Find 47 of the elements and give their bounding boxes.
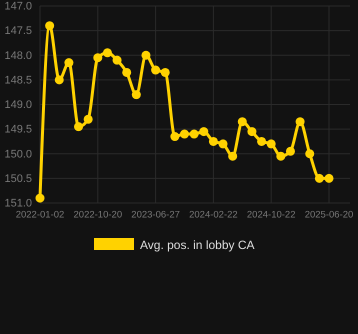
point [247, 127, 256, 136]
point [296, 117, 305, 126]
point [218, 139, 228, 148]
y-tick-label: 148.5 [4, 74, 32, 86]
point [141, 50, 150, 60]
point [324, 174, 334, 183]
point [170, 132, 180, 142]
point [238, 117, 247, 126]
y-tick-label: 151.0 [4, 198, 32, 210]
x-tick-label: 2022-10-20 [73, 210, 122, 221]
x-tick-label: 2024-02-22 [189, 210, 238, 221]
y-tick-label: 150.0 [4, 148, 32, 160]
x-tick-label: 2022-01-02 [16, 210, 64, 221]
point [45, 21, 54, 30]
point [190, 130, 199, 139]
y-tick-label: 150.5 [4, 172, 32, 185]
x-tick-label: 2025-06-20 [304, 210, 354, 221]
y-tick-label: 149.0 [4, 99, 32, 112]
point [54, 75, 64, 84]
point [64, 58, 74, 68]
point [276, 152, 286, 161]
y-tick-label: 147.0 [4, 0, 32, 13]
point [36, 194, 44, 203]
x-tick-label: 2024-10-22 [246, 210, 296, 221]
point [102, 48, 112, 58]
point [314, 174, 324, 183]
point [286, 146, 295, 156]
y-tick-label: 149.5 [4, 124, 32, 136]
point [151, 66, 160, 75]
point [257, 136, 266, 146]
x-tick-label: 2023-06-27 [131, 210, 180, 221]
point [199, 127, 208, 136]
point [266, 139, 276, 148]
legend-label: Avg. pos. in lobby CA [140, 238, 255, 252]
point [84, 114, 93, 124]
point [208, 136, 218, 146]
point [132, 90, 141, 100]
point [122, 68, 132, 77]
point [74, 122, 84, 132]
point [93, 53, 102, 62]
point [228, 152, 238, 161]
y-tick-label: 148.0 [4, 50, 32, 62]
point [160, 68, 170, 77]
point [112, 56, 122, 65]
y-tick-label: 147.5 [4, 25, 32, 38]
point [305, 149, 314, 158]
point [180, 130, 189, 139]
